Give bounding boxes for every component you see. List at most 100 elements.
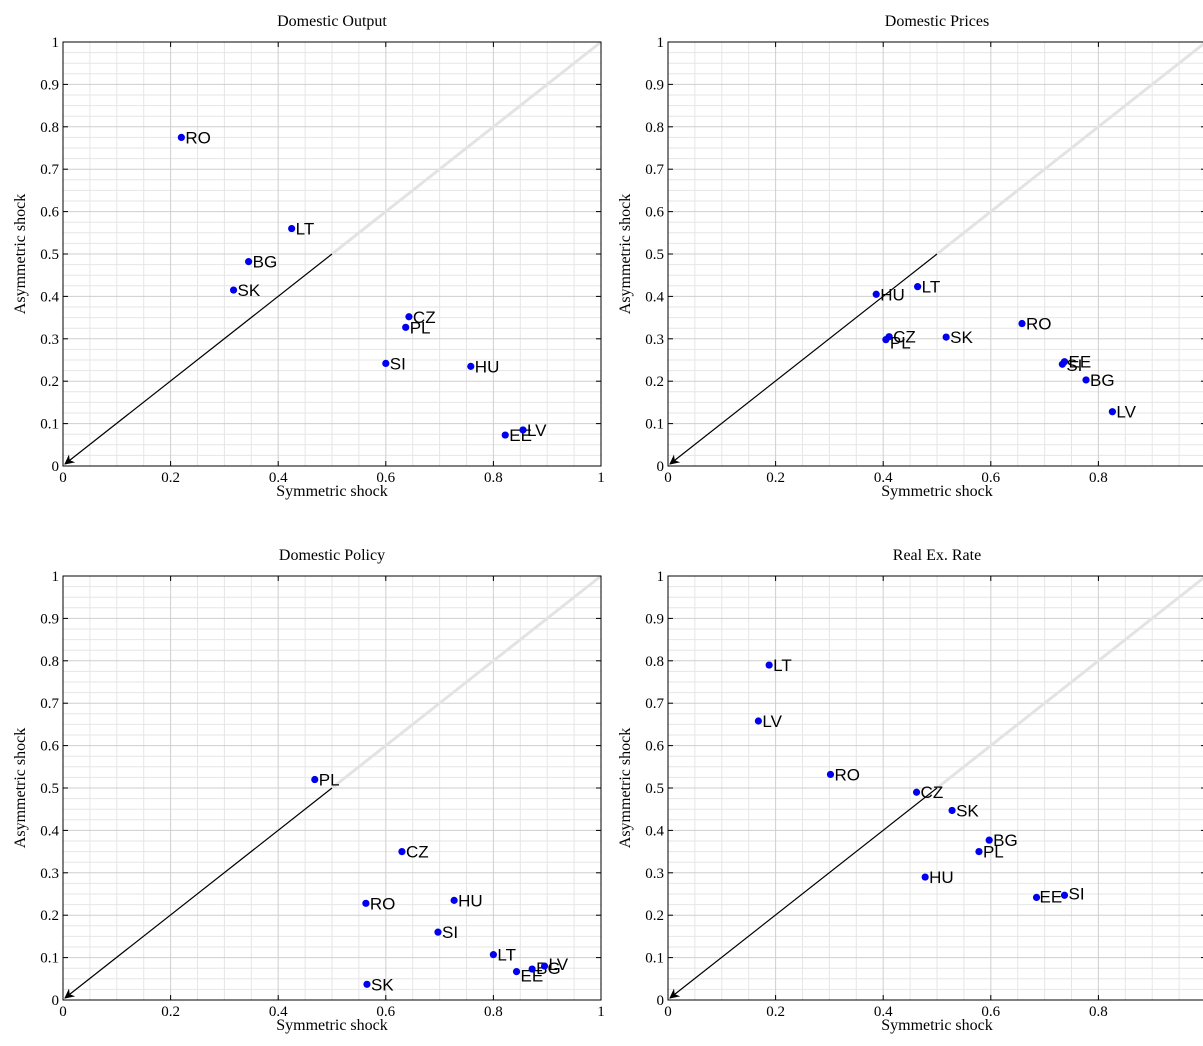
- y-tick-label: 0: [657, 993, 665, 1009]
- data-point-si: [382, 359, 390, 367]
- data-point-label: SK: [950, 328, 973, 347]
- x-tick-label: 0.6: [376, 1004, 395, 1020]
- x-tick-label: 0.6: [376, 470, 395, 486]
- x-tick-label: 0.8: [484, 470, 503, 486]
- x-tick-label: 0.2: [766, 470, 785, 486]
- y-tick-label: 0.5: [40, 781, 59, 797]
- x-tick-label: 0: [664, 470, 672, 486]
- y-axis-label: Asymmetric shock: [617, 728, 634, 848]
- data-point-label: BG: [1090, 371, 1115, 390]
- data-point-label: CZ: [921, 783, 944, 802]
- data-point-ro: [1018, 319, 1026, 328]
- y-tick-label: 0.4: [645, 289, 664, 305]
- data-point-label: SI: [442, 923, 458, 942]
- data-point-sk: [942, 333, 950, 341]
- origin-arrow: [669, 787, 938, 999]
- y-tick-label: 0.8: [40, 120, 59, 136]
- data-point-ro: [177, 133, 185, 141]
- y-tick-label: 0.6: [40, 205, 59, 221]
- y-tick-label: 0.7: [645, 162, 664, 178]
- y-tick-label: 0.9: [645, 77, 664, 93]
- data-point-label: PL: [410, 318, 431, 337]
- data-point-hu: [450, 896, 458, 904]
- data-point-hu: [921, 873, 929, 881]
- y-tick-label: 0.3: [645, 866, 664, 882]
- data-point-label: SK: [956, 801, 979, 820]
- x-tick-label: 0.8: [1089, 1004, 1108, 1020]
- x-tick-label: 0: [664, 1004, 672, 1020]
- data-point-label: CZ: [893, 328, 916, 347]
- y-tick-label: 0.5: [645, 247, 664, 263]
- origin-arrow: [64, 253, 333, 465]
- chart-panel-4: 0 0.2 0.4 0.6 0.8 1 0 0.1 0.2 0.3 0.4 0.5 0.6 0.7 0.8 0…: [617, 547, 1203, 1034]
- data-point-pl: [975, 848, 983, 856]
- x-tick-label: 0.2: [161, 470, 180, 486]
- data-point-label: SI: [1066, 356, 1082, 375]
- data-point-lt: [914, 283, 922, 291]
- data-point-hu: [872, 290, 880, 298]
- data-point-cz: [912, 788, 921, 796]
- data-point-pl: [402, 323, 410, 331]
- data-point-label: RO: [185, 128, 211, 147]
- data-point-ro: [362, 899, 370, 907]
- y-tick-label: 0.4: [40, 823, 59, 839]
- data-point-bg: [985, 836, 993, 844]
- y-tick-label: 0: [52, 993, 60, 1009]
- data-point-lt: [765, 661, 773, 669]
- data-point-lt: [288, 224, 296, 233]
- chart-panel-3: 0 0.2 0.4 0.6 0.8 1 0 0.1 0.2 0.3 0.4 0.5 0.6 0.7 0.8 0…: [12, 547, 605, 1034]
- data-point-label: SK: [238, 281, 261, 300]
- data-point-pl: [882, 336, 890, 344]
- x-tick-label: 0: [59, 470, 67, 486]
- data-point-label: LT: [773, 656, 792, 675]
- data-point-sk: [948, 806, 956, 815]
- x-tick-label: 0.4: [874, 1004, 893, 1020]
- data-point-label: HU: [475, 357, 500, 376]
- y-tick-label: 0.5: [645, 781, 664, 797]
- data-point-bg: [1082, 376, 1090, 384]
- data-point-label: LV: [762, 712, 782, 731]
- origin-arrow: [64, 787, 333, 999]
- data-point-sk: [363, 980, 371, 988]
- y-tick-label: 0.6: [645, 739, 664, 755]
- data-point-label: PL: [890, 334, 911, 353]
- y-tick-label: 1: [52, 35, 60, 51]
- x-tick-label: 1: [597, 1004, 605, 1020]
- y-tick-label: 0.1: [645, 417, 664, 433]
- y-tick-label: 0.1: [40, 417, 59, 433]
- data-point-label: LV: [527, 421, 547, 440]
- diagonal-reference-line: [331, 574, 602, 790]
- data-point-label: HU: [458, 891, 483, 910]
- y-tick-label: 0.1: [645, 951, 664, 967]
- y-tick-label: 0.6: [40, 739, 59, 755]
- diagonal-reference-line: [936, 42, 1203, 256]
- data-point-si: [434, 928, 442, 936]
- x-tick-label: 0.2: [766, 1004, 785, 1020]
- x-tick-label: 0: [59, 1004, 67, 1020]
- x-axis-label: Symmetric shock: [276, 1017, 388, 1034]
- chart-title: Real Ex. Rate: [893, 547, 981, 564]
- origin-arrow: [669, 253, 938, 465]
- data-point-label: LV: [1116, 403, 1136, 422]
- data-point-bg: [528, 965, 536, 973]
- x-tick-label: 0.8: [484, 1004, 503, 1020]
- data-point-label: PL: [983, 843, 1004, 862]
- x-tick-label: 0.2: [161, 1004, 180, 1020]
- y-tick-label: 0.4: [645, 823, 664, 839]
- data-point-lt: [489, 951, 497, 959]
- y-tick-label: 0.6: [645, 205, 664, 221]
- data-point-label: RO: [370, 894, 396, 913]
- y-tick-label: 0.3: [40, 866, 59, 882]
- y-tick-label: 0.9: [40, 77, 59, 93]
- data-point-label: EE: [521, 967, 544, 986]
- y-axis-label: Asymmetric shock: [12, 194, 29, 314]
- y-axis-label: Asymmetric shock: [12, 728, 29, 848]
- y-tick-label: 0.9: [645, 611, 664, 627]
- data-point-si: [1060, 891, 1069, 899]
- data-point-label: LT: [497, 946, 516, 965]
- data-point-label: EE: [1040, 887, 1063, 906]
- data-point-ee: [512, 967, 521, 976]
- data-point-label: CZ: [413, 308, 436, 327]
- chart-panel-2: 0 0.2 0.4 0.6 0.8 1 0 0.1 0.2 0.3 0.4 0.5 0.6 0.7 0.8 0…: [617, 13, 1203, 500]
